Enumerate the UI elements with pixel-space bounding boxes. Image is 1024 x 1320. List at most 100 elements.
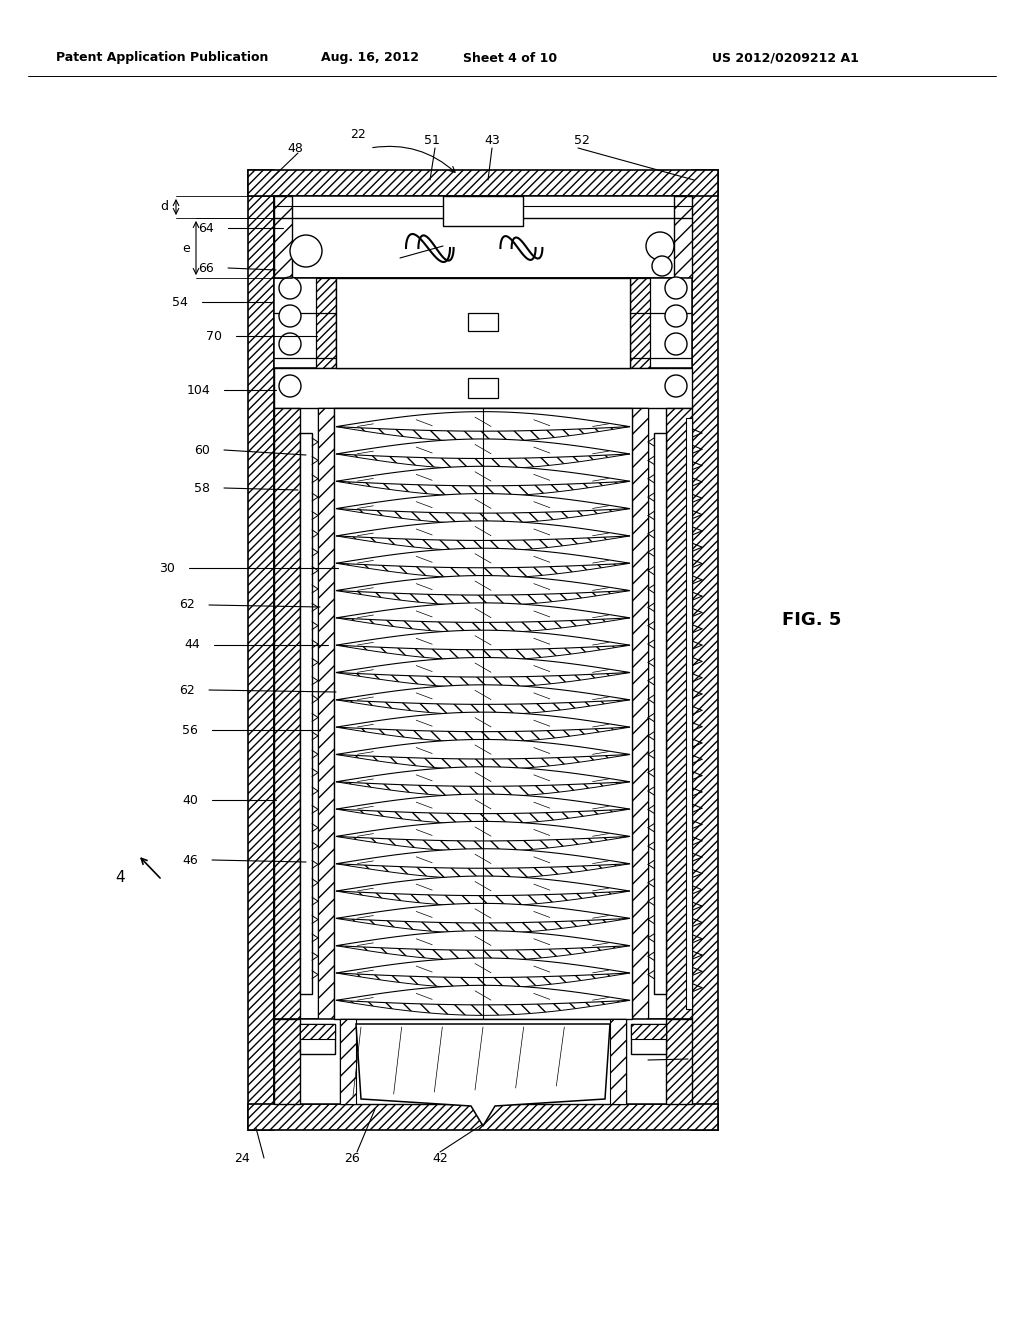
Text: 22: 22	[350, 128, 366, 141]
Polygon shape	[336, 958, 630, 978]
Text: 26: 26	[344, 1151, 359, 1164]
Polygon shape	[336, 859, 630, 879]
Text: 50: 50	[384, 253, 400, 267]
Polygon shape	[336, 969, 630, 989]
Text: 104: 104	[186, 384, 210, 396]
Polygon shape	[336, 832, 630, 851]
Text: 48: 48	[287, 141, 303, 154]
Circle shape	[665, 333, 687, 355]
Bar	[631, 1024, 666, 1053]
Text: 44: 44	[184, 639, 200, 652]
Bar	[631, 1024, 666, 1039]
Bar	[674, 195, 692, 279]
Bar	[274, 408, 692, 1019]
Circle shape	[652, 256, 672, 276]
Bar	[468, 313, 498, 331]
Polygon shape	[336, 614, 630, 632]
Polygon shape	[336, 876, 630, 895]
Polygon shape	[336, 521, 630, 540]
Polygon shape	[336, 558, 630, 578]
Polygon shape	[336, 685, 630, 705]
Bar	[686, 418, 692, 1008]
Text: 58: 58	[194, 482, 210, 495]
Bar	[340, 1019, 626, 1104]
Text: 60: 60	[195, 444, 210, 457]
Bar	[630, 279, 650, 368]
Circle shape	[290, 235, 322, 267]
Text: FIG. 5: FIG. 5	[782, 611, 842, 630]
Polygon shape	[336, 494, 630, 513]
Bar	[274, 1019, 692, 1104]
Text: 42: 42	[432, 1151, 447, 1164]
Polygon shape	[336, 576, 630, 595]
Bar	[632, 408, 648, 1019]
Bar	[666, 408, 692, 1019]
Text: 52: 52	[574, 133, 590, 147]
Text: 51: 51	[424, 133, 440, 147]
Bar	[336, 279, 630, 368]
Polygon shape	[336, 548, 630, 568]
Bar	[274, 408, 300, 1019]
Text: Patent Application Publication: Patent Application Publication	[56, 51, 268, 65]
Bar	[274, 368, 692, 408]
Bar	[248, 170, 718, 195]
Polygon shape	[336, 450, 630, 469]
Text: 30: 30	[159, 561, 175, 574]
Text: 56: 56	[182, 723, 198, 737]
Bar	[248, 170, 274, 1130]
Bar	[443, 195, 523, 226]
Polygon shape	[336, 422, 630, 442]
Polygon shape	[336, 722, 630, 742]
Polygon shape	[336, 941, 630, 961]
Text: 54: 54	[172, 296, 188, 309]
Bar	[248, 1104, 718, 1130]
Text: 64: 64	[199, 222, 214, 235]
Polygon shape	[336, 821, 630, 841]
Circle shape	[665, 305, 687, 327]
Polygon shape	[336, 750, 630, 770]
Bar	[666, 1019, 692, 1104]
Polygon shape	[336, 532, 630, 550]
Text: Aug. 16, 2012: Aug. 16, 2012	[321, 51, 419, 65]
Text: 43: 43	[484, 133, 500, 147]
Circle shape	[665, 375, 687, 397]
Circle shape	[646, 232, 674, 260]
Bar	[654, 433, 666, 994]
Bar	[300, 433, 312, 994]
Circle shape	[279, 375, 301, 397]
Polygon shape	[336, 603, 630, 623]
Polygon shape	[336, 739, 630, 759]
Text: 62: 62	[179, 684, 195, 697]
Polygon shape	[336, 586, 630, 606]
Bar	[300, 1024, 335, 1053]
Polygon shape	[336, 668, 630, 688]
Bar	[274, 279, 692, 368]
Text: Sheet 4 of 10: Sheet 4 of 10	[463, 51, 557, 65]
Bar	[340, 1019, 356, 1104]
Polygon shape	[336, 630, 630, 649]
Text: 4: 4	[116, 870, 125, 886]
Polygon shape	[336, 477, 630, 496]
Polygon shape	[336, 466, 630, 486]
Polygon shape	[336, 887, 630, 906]
Bar	[316, 279, 336, 368]
Text: 66: 66	[199, 261, 214, 275]
Polygon shape	[336, 795, 630, 813]
Text: US 2012/0209212 A1: US 2012/0209212 A1	[712, 51, 858, 65]
Circle shape	[665, 277, 687, 300]
Polygon shape	[336, 412, 630, 432]
Text: e: e	[182, 242, 189, 255]
Polygon shape	[336, 504, 630, 524]
Bar	[318, 408, 334, 1019]
Polygon shape	[336, 777, 630, 797]
Circle shape	[279, 277, 301, 300]
Bar	[334, 408, 632, 1019]
Polygon shape	[336, 849, 630, 869]
Bar	[300, 1024, 335, 1039]
Circle shape	[279, 305, 301, 327]
Circle shape	[279, 333, 301, 355]
Text: 75: 75	[650, 1053, 666, 1067]
Polygon shape	[336, 640, 630, 660]
Polygon shape	[336, 696, 630, 715]
Text: 70: 70	[206, 330, 222, 342]
